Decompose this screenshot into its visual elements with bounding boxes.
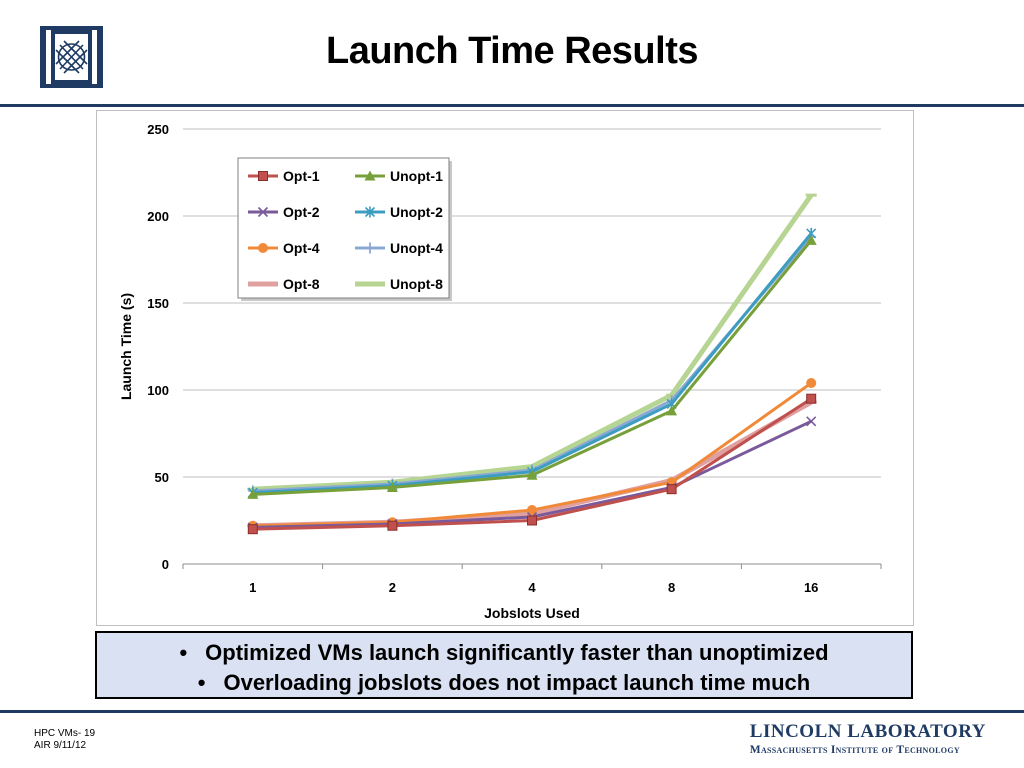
brand-name: LINCOLN LABORATORY: [749, 721, 986, 742]
legend-label: Unopt-4: [390, 240, 443, 256]
data-point: [666, 484, 677, 495]
bullet-item: • Optimized VMs launch significantly fast…: [97, 638, 911, 668]
legend-item: Unopt-4: [355, 240, 443, 256]
x-tick-label: 2: [389, 580, 396, 595]
legend-box: [237, 157, 450, 299]
data-point: [387, 520, 398, 531]
brand-wordmark: LINCOLN LABORATORY Massachusetts Institu…: [750, 721, 986, 756]
data-point: [247, 488, 259, 499]
series-unopt-1: [247, 234, 817, 499]
bullet-glyph: •: [197, 670, 206, 695]
data-point: [526, 469, 538, 480]
bullet-item: • Overloading jobslots does not impact la…: [97, 668, 911, 698]
lincoln-lab-logo-icon: [40, 26, 103, 88]
data-point: [806, 393, 817, 404]
data-point: [258, 243, 268, 253]
legend-label: Opt-1: [283, 168, 320, 184]
data-point: [365, 242, 375, 254]
data-point: [805, 234, 817, 245]
x-tick-label: 8: [668, 580, 675, 595]
x-tick-label: 4: [528, 580, 536, 595]
legend-item: Opt-2: [248, 204, 320, 220]
data-point: [364, 170, 376, 181]
data-point: [527, 515, 537, 526]
footer-info: HPC VMs- 19 AIR 9/11/12: [34, 728, 95, 752]
launch-time-chart: 0 50 100 150 200 250 1 2 4 8 16 Jobslots Used Launch…: [96, 110, 914, 626]
footer-divider: [0, 710, 1024, 713]
data-point: [806, 378, 817, 389]
x-tick-label: 16: [804, 580, 818, 595]
footer-slide-number: HPC VMs- 19: [34, 728, 96, 739]
legend-item: Opt-4: [248, 240, 320, 256]
y-tick-label: 200: [147, 209, 169, 224]
data-point: [806, 416, 817, 427]
y-tick-label: 250: [147, 122, 169, 137]
y-tick-label: 0: [162, 557, 169, 572]
bullet-text: Overloading jobslots does not impact lau…: [223, 670, 811, 695]
y-tick-label: 50: [155, 470, 169, 485]
series-opt-1: [247, 393, 817, 535]
data-point: [364, 282, 376, 286]
legend-label: Opt-4: [283, 240, 320, 256]
data-point: [257, 282, 269, 286]
data-point: [386, 481, 398, 492]
data-point: [247, 524, 258, 535]
slide-title: Launch Time Results: [325, 30, 699, 72]
legend-item: Unopt-1: [355, 168, 443, 184]
bullet-text: Optimized VMs launch significantly faste…: [205, 640, 829, 665]
footer-date: AIR 9/11/12: [34, 740, 87, 751]
legend-label: Opt-8: [283, 276, 320, 292]
x-tick-label: 1: [249, 580, 256, 595]
y-tick-label: 100: [147, 383, 169, 398]
legend-label: Opt-2: [283, 204, 320, 220]
data-point: [805, 193, 817, 197]
legend-label: Unopt-2: [390, 204, 443, 220]
data-point: [527, 505, 537, 516]
data-point: [258, 171, 268, 181]
y-tick-label: 150: [147, 296, 169, 311]
chart-legend: Opt-1 Unopt-1 Opt-2 Unopt-2 Opt-4 Unopt-4 Opt-…: [237, 157, 452, 301]
legend-item: Opt-8: [248, 276, 320, 292]
brand-subtitle: Massachusetts Institute of Technology: [749, 744, 960, 756]
data-point: [666, 405, 678, 416]
summary-callout: • Optimized VMs launch significantly fast…: [95, 631, 913, 699]
chart-svg: 0 50 100 150 200 250 1 2 4 8 16 Jobslots Used Launch…: [118, 122, 882, 621]
data-point: [257, 206, 269, 218]
bullet-glyph: •: [179, 640, 188, 665]
series-opt-4: [247, 378, 817, 531]
legend-label: Unopt-8: [390, 276, 443, 292]
y-axis-title: Launch Time (s): [118, 293, 134, 400]
legend-item: Opt-1: [248, 168, 320, 184]
x-axis-title: Jobslots Used: [484, 605, 580, 621]
data-point: [364, 206, 376, 218]
legend-item: Unopt-2: [355, 204, 443, 220]
legend-label: Unopt-1: [390, 168, 443, 184]
title-divider: [0, 104, 1024, 107]
legend-item: Unopt-8: [355, 276, 443, 292]
